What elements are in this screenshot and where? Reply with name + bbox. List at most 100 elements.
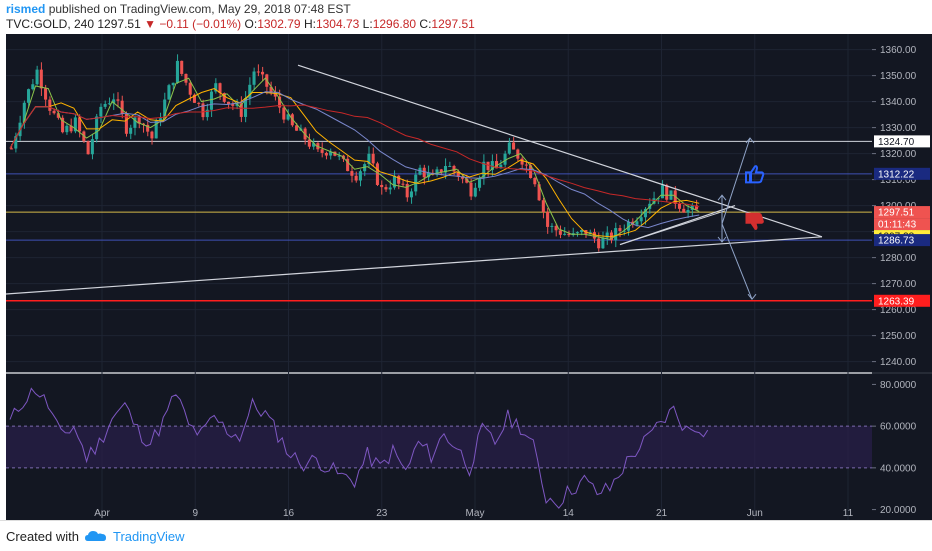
y-tick-label: 1350.00: [880, 71, 917, 82]
tradingview-cloud-icon[interactable]: [84, 528, 108, 544]
candle-body: [452, 165, 456, 172]
candle-body: [31, 84, 35, 90]
price-label: 1297.51: [878, 208, 915, 219]
candle-body: [22, 102, 26, 123]
low-label: L:: [362, 17, 373, 31]
candle-body: [86, 141, 90, 155]
candle-body: [469, 182, 473, 197]
candle-body: [295, 125, 299, 131]
candle-body: [69, 125, 73, 132]
price-chart[interactable]: 1360.00 1350.00 1340.00 1330.00 1320.00 1310.…: [0, 34, 932, 520]
candle-body: [563, 233, 567, 235]
candle-body: [197, 102, 201, 104]
candle-body: [48, 99, 52, 111]
candle-body: [465, 178, 469, 183]
candle-body: [575, 232, 579, 234]
candle-body: [367, 153, 371, 165]
candle-body: [409, 191, 413, 198]
candle-body: [558, 230, 562, 235]
candle-body: [44, 88, 48, 100]
candle-body: [154, 120, 158, 139]
candle-body: [490, 161, 494, 171]
candle-body: [248, 84, 252, 99]
candle-body: [580, 229, 584, 233]
candle-body: [184, 73, 188, 83]
candle-body: [52, 110, 56, 114]
price-label-bg: [874, 294, 930, 307]
candle-body: [10, 148, 14, 150]
candle-body: [312, 143, 316, 147]
open-label: O:: [244, 17, 258, 31]
x-tick-label: 14: [563, 508, 575, 519]
candle-body: [112, 99, 116, 104]
price-change: −0.11 (−0.01%): [159, 17, 242, 31]
candle-body: [137, 117, 141, 124]
candle-body: [320, 149, 324, 153]
candle-body: [533, 178, 537, 185]
candle-body: [307, 139, 311, 147]
candle-body: [639, 217, 643, 222]
down-arrow-icon: ▼: [144, 17, 156, 31]
candle-body: [443, 165, 448, 173]
chart-header: rismed published on TradingView.com, May…: [0, 0, 932, 34]
tradingview-brand[interactable]: TradingView: [113, 529, 185, 544]
y-tick-label: 1250.00: [880, 331, 917, 342]
candle-body: [673, 190, 677, 204]
main-pane[interactable]: [6, 34, 872, 372]
candle-body: [694, 205, 699, 210]
candle-body: [35, 69, 39, 85]
created-with-text: Created with: [6, 529, 79, 544]
price-axis[interactable]: [872, 34, 932, 520]
candle-body: [107, 103, 111, 105]
candle-body: [175, 60, 179, 83]
symbol-line: TVC:GOLD, 240: [6, 17, 95, 31]
rsi-tick-label: 40.0000: [880, 463, 917, 474]
candle-body: [626, 221, 630, 231]
x-tick-label: 9: [192, 508, 198, 519]
candle-body: [350, 171, 354, 176]
candle-body: [324, 152, 328, 156]
candle-body: [329, 151, 333, 156]
candle-body: [460, 176, 465, 179]
candle-body: [495, 161, 499, 169]
candle-body: [478, 178, 482, 188]
symbol-info: TVC:GOLD, 240 1297.51 ▼ −0.11 (−0.01%) O…: [6, 17, 475, 31]
candle-body: [524, 164, 528, 166]
candle-body: [567, 233, 571, 236]
candle-body: [405, 183, 409, 198]
candle-body: [371, 153, 375, 164]
rsi-tick-label: 60.0000: [880, 422, 917, 433]
candle-body: [592, 232, 596, 239]
candle-body: [652, 198, 656, 204]
price-label-bg: [874, 218, 930, 231]
y-tick-label: 1320.00: [880, 149, 917, 160]
close-value: 1297.51: [431, 17, 475, 31]
ma-slow-line: [9, 91, 700, 229]
candle-body: [541, 200, 545, 212]
candle-body: [56, 113, 60, 118]
ma-long-line: [9, 104, 700, 208]
resistance-trendline: [297, 64, 823, 238]
arrow-head: [745, 137, 755, 144]
price-label-bg: [874, 167, 930, 180]
price-label: 01:11:43: [878, 220, 917, 231]
last-price: 1297.51: [97, 17, 141, 31]
candle-body: [618, 228, 622, 231]
candle-body: [614, 228, 618, 241]
candle-body: [205, 109, 209, 118]
x-tick-label: 16: [283, 508, 295, 519]
candle-body: [426, 172, 430, 178]
candle-body: [209, 91, 214, 110]
y-tick-label: 1310.00: [880, 175, 917, 186]
rsi-tick-label: 20.0000: [880, 505, 917, 516]
candle-body: [278, 96, 282, 108]
candle-body: [520, 158, 524, 165]
publisher-name[interactable]: rismed: [6, 2, 46, 16]
x-tick-label: Apr: [94, 508, 110, 519]
candle-body: [354, 175, 358, 181]
candle-body: [473, 187, 477, 197]
candle-body: [103, 103, 107, 107]
y-tick-label: 1270.00: [880, 279, 917, 290]
candle-body: [622, 230, 626, 232]
candle-body: [201, 103, 205, 118]
